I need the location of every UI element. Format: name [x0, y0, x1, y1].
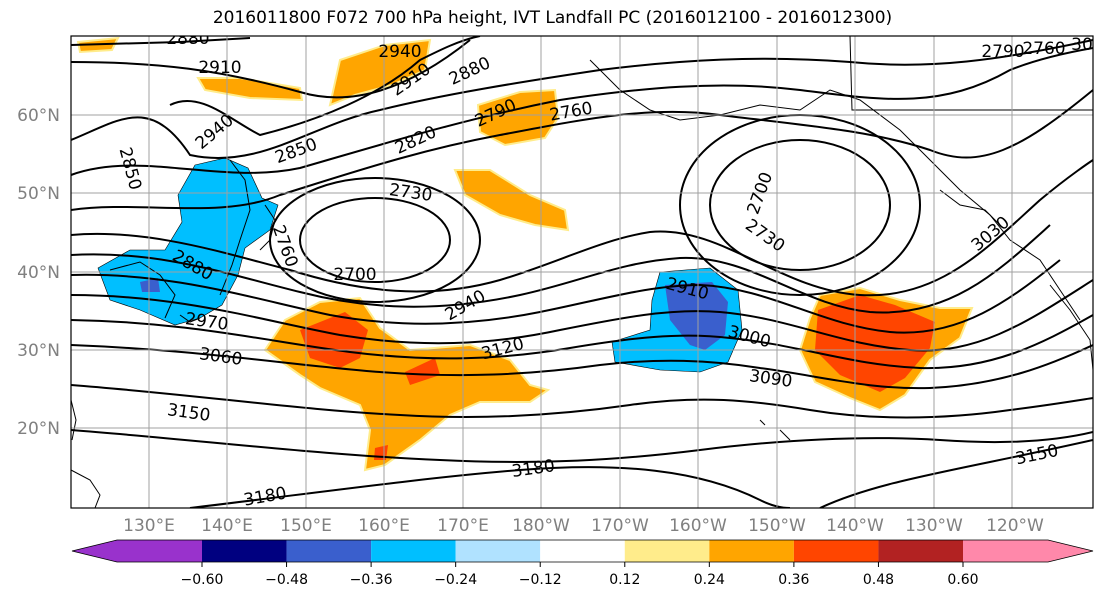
colorbar-tick-label: −0.12 — [519, 572, 562, 588]
lon-label: 160°W — [669, 516, 727, 536]
lat-label: 40°N — [17, 263, 60, 283]
positive-region-west-pacific-core2 — [405, 358, 440, 385]
colorbar-outline — [71, 539, 1094, 563]
colorbar-tick-label: 0.24 — [694, 572, 725, 588]
lon-label: 170°E — [437, 516, 489, 536]
colorbar-tick-label: 0.36 — [778, 572, 809, 588]
lon-label: 140°W — [826, 516, 884, 536]
contour-label: 2910 — [198, 58, 241, 78]
lon-label: 160°E — [358, 516, 410, 536]
colorbar-segment — [72, 540, 202, 562]
lon-label: 120°W — [986, 516, 1044, 536]
colorbar-segment — [878, 540, 963, 562]
map-title: 2016011800 F072 700 hPa height, IVT Land… — [212, 8, 893, 28]
colorbar-tick-label: 0.48 — [863, 572, 894, 588]
lon-label: 150°W — [748, 516, 806, 536]
lat-label: 60°N — [17, 106, 60, 126]
contour-label: 2790 — [981, 42, 1024, 62]
contour-label: 2700 — [333, 265, 376, 285]
colorbar-segment — [963, 540, 1093, 562]
contour-label: 2940 — [378, 42, 421, 62]
colorbar — [71, 539, 1094, 563]
colorbar-segment — [202, 540, 287, 562]
positive-region-west-pacific-core — [300, 312, 368, 368]
map-border — [70, 35, 1094, 509]
colorbar-tick-label: −0.60 — [181, 572, 224, 588]
colorbar-tick-label: −0.36 — [350, 572, 393, 588]
colorbar-tick-label: 0.60 — [947, 572, 978, 588]
contour-label: 2760 — [1022, 39, 1065, 59]
longitude-labels: 130°E 140°E 150°E 160°E 170°E 180°W 170°… — [123, 516, 1044, 536]
contour-label: 2880 — [166, 29, 209, 49]
colorbar-segment — [793, 540, 879, 562]
positive-region-northwest — [328, 38, 432, 107]
colorbar-tick-label: −0.24 — [434, 572, 477, 588]
colorbar-tick-label: −0.48 — [265, 572, 308, 588]
coastlines — [71, 36, 1093, 508]
colorbar-segment — [371, 540, 456, 562]
negative-region-central-pacific-core — [665, 282, 728, 350]
lon-label: 150°E — [280, 516, 332, 536]
lat-label: 20°N — [17, 419, 60, 439]
lon-label: 130°W — [905, 516, 963, 536]
lon-label: 140°E — [201, 516, 253, 536]
lon-label: 130°E — [123, 516, 175, 536]
colorbar-segment — [286, 540, 372, 562]
lon-label: 180°W — [512, 516, 570, 536]
lat-label: 50°N — [17, 184, 60, 204]
colorbar-segment — [540, 540, 625, 562]
colorbar-segment — [709, 540, 794, 562]
contour-label: 30 — [1071, 35, 1093, 55]
lat-label: 30°N — [17, 341, 60, 361]
map-layers: 2880 2910 2940 2910 2880 2790 2760 2790 … — [71, 29, 1093, 508]
colorbar-tick-label: 0.12 — [609, 572, 640, 588]
positive-region-north-pacific — [453, 169, 570, 232]
negative-region-japan-core — [140, 278, 160, 292]
lon-label: 170°W — [591, 516, 649, 536]
latitude-labels: 60°N 50°N 40°N 30°N 20°N — [17, 106, 60, 439]
colorbar-segment — [455, 540, 541, 562]
colorbar-ticks: −0.60 −0.48 −0.36 −0.24 −0.12 0.12 0.24 0.36 0.4… — [181, 562, 979, 588]
colorbar-segment — [624, 540, 710, 562]
ivt-shading — [76, 36, 974, 472]
graticule — [71, 36, 1093, 508]
